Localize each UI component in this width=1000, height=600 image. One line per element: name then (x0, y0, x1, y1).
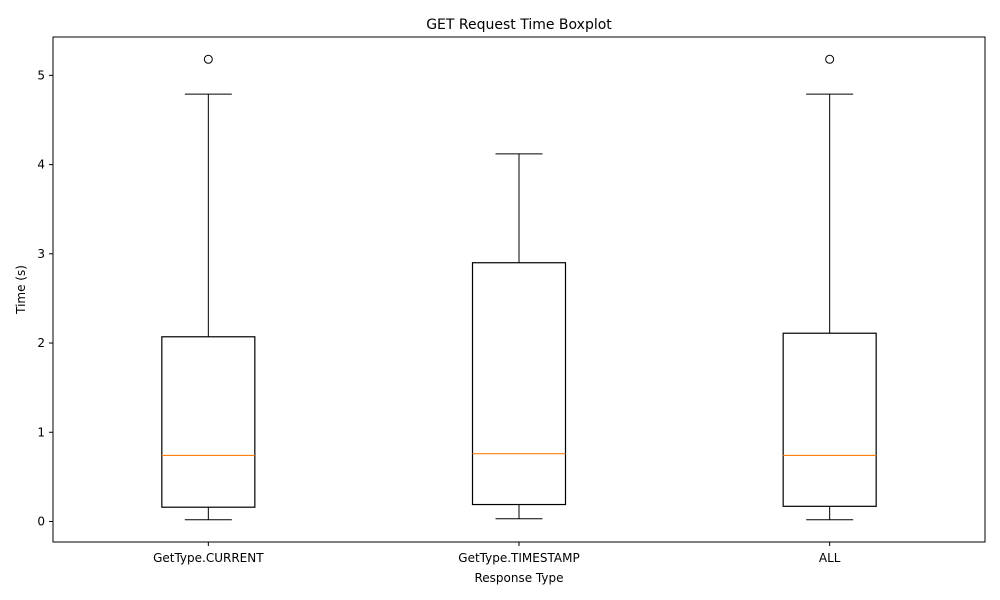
iqr-box (161, 336, 256, 508)
x-axis-label: Response Type (474, 571, 563, 585)
box-1 (471, 153, 567, 520)
x-axis: GetType.CURRENT GetType.TIMESTAMP ALL (153, 542, 841, 565)
iqr-box (471, 262, 567, 506)
box-2 (782, 54, 877, 521)
box-0 (161, 54, 256, 521)
chart-title: GET Request Time Boxplot (426, 17, 612, 33)
y-axis-label: Time (s) (14, 265, 28, 315)
x-tick-label-1: GetType.TIMESTAMP (458, 551, 579, 565)
outlier-point-0 (203, 54, 213, 64)
x-tick-label-2: ALL (819, 551, 841, 565)
plot-area (52, 36, 986, 543)
y-tick-label-4: 4 (37, 158, 45, 172)
y-tick-label-0: 0 (37, 514, 45, 528)
y-tick-label-5: 5 (37, 68, 45, 82)
outlier-point-0 (825, 54, 835, 64)
boxes-group (161, 54, 877, 521)
iqr-box (782, 332, 877, 507)
y-axis: 0 1 2 3 4 5 (37, 68, 53, 528)
y-tick-label-2: 2 (37, 336, 45, 350)
y-tick-label-1: 1 (37, 425, 45, 439)
x-tick-label-0: GetType.CURRENT (153, 551, 264, 565)
y-tick-label-3: 3 (37, 247, 45, 261)
